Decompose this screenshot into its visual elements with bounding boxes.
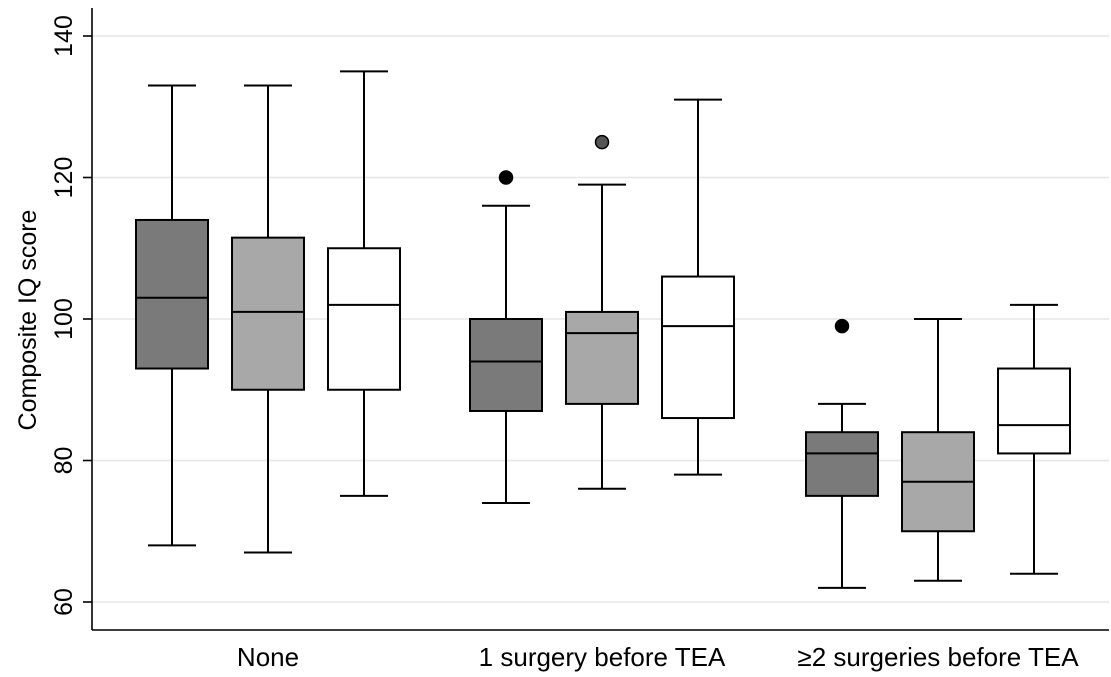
box-iqr: [327, 247, 401, 391]
box-iqr: [565, 310, 639, 405]
y-tick-label: 100: [50, 298, 78, 340]
outlier-point: [594, 134, 610, 150]
box-layer: [135, 70, 1071, 589]
y-axis-title: Composite IQ score: [14, 210, 42, 431]
box-plot: [135, 84, 209, 547]
box-plot: [661, 98, 735, 476]
box-plot: [327, 70, 401, 497]
axis-layer: [83, 8, 1109, 631]
y-tick-label: 120: [50, 157, 78, 199]
box-plot: [231, 84, 305, 554]
box-plot: [997, 303, 1071, 575]
x-category-label: None: [237, 642, 299, 672]
outlier-point: [498, 170, 514, 185]
box-plot: [901, 318, 975, 582]
outlier-point: [834, 318, 850, 334]
box-iqr: [661, 275, 735, 420]
y-tick-label: 80: [50, 447, 78, 475]
box-plot: [469, 170, 543, 504]
box-plot: [805, 318, 879, 589]
label-layer: Composite IQ score 60 80 100 120 140 None 1 su…: [14, 15, 1079, 672]
x-category-label: ≥2 surgeries before TEA: [797, 642, 1079, 672]
x-category-label: 1 surgery before TEA: [479, 642, 726, 672]
box-iqr: [997, 367, 1071, 455]
box-iqr: [135, 218, 209, 370]
box-iqr: [231, 236, 305, 391]
box-iqr: [469, 318, 543, 412]
y-tick-label: 140: [50, 15, 78, 57]
box-iqr: [805, 431, 879, 497]
box-plot: [565, 134, 639, 490]
y-tick-label: 60: [50, 588, 78, 616]
